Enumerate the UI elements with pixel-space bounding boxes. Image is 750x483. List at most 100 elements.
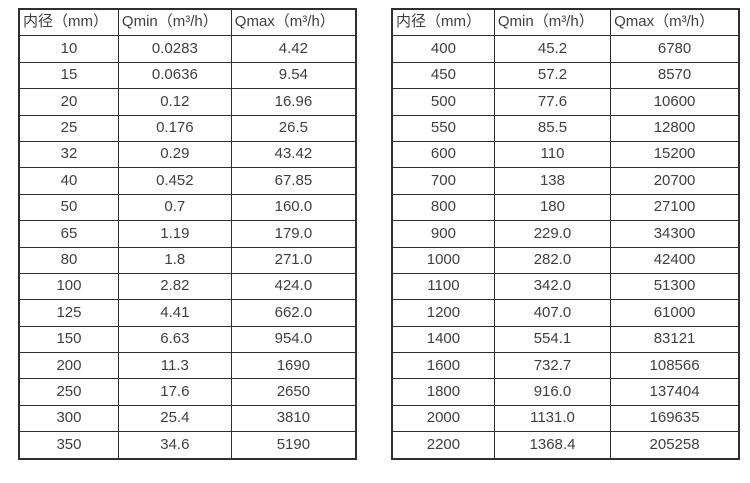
qmax-cell: 160.0 bbox=[230, 193, 357, 222]
diameter-cell: 50 bbox=[18, 193, 119, 222]
qmax-cell: 16.96 bbox=[230, 88, 357, 116]
qmax-cell: 108566 bbox=[610, 352, 740, 380]
diameter-header: 内径（mm） bbox=[18, 8, 119, 37]
table-row: 100 2.82 424.0 bbox=[18, 272, 357, 301]
flow-table-small-diameter: 内径（mm） Qmin（m³/h） Qmax（m³/h） 10 0.0283 4.42 15… bbox=[18, 8, 357, 460]
qmin-cell: 282.0 bbox=[493, 246, 612, 274]
diameter-cell: 250 bbox=[18, 378, 119, 406]
qmin-cell: 138 bbox=[493, 167, 612, 195]
table-row: 1200 407.0 61000 bbox=[391, 299, 740, 327]
table-row: 1000 282.0 42400 bbox=[391, 246, 740, 274]
qmin-cell: 1368.4 bbox=[493, 431, 612, 460]
table-row: 80 1.8 271.0 bbox=[18, 246, 357, 274]
qmax-cell: 83121 bbox=[610, 325, 740, 354]
qmax-cell: 51300 bbox=[610, 272, 740, 301]
qmin-cell: 342.0 bbox=[493, 272, 612, 301]
qmin-cell: 1.19 bbox=[117, 220, 232, 248]
qmin-cell: 85.5 bbox=[493, 114, 612, 142]
qmax-cell: 2650 bbox=[230, 378, 357, 406]
diameter-cell: 450 bbox=[391, 61, 495, 90]
table-row: 10 0.0283 4.42 bbox=[18, 35, 357, 63]
qmin-header: Qmin（m³/h） bbox=[117, 8, 232, 37]
table-row: 2200 1368.4 205258 bbox=[391, 431, 740, 460]
qmin-cell: 0.7 bbox=[117, 193, 232, 222]
diameter-cell: 25 bbox=[18, 114, 119, 142]
qmax-cell: 15200 bbox=[610, 140, 740, 169]
qmax-cell: 662.0 bbox=[230, 299, 357, 327]
qmax-cell: 20700 bbox=[610, 167, 740, 195]
diameter-cell: 700 bbox=[391, 167, 495, 195]
qmin-cell: 110 bbox=[493, 140, 612, 169]
qmax-cell: 3810 bbox=[230, 404, 357, 433]
qmax-cell: 61000 bbox=[610, 299, 740, 327]
diameter-cell: 32 bbox=[18, 140, 119, 169]
diameter-cell: 500 bbox=[391, 88, 495, 116]
table-row: 600 110 15200 bbox=[391, 140, 740, 169]
qmax-header: Qmax（m³/h） bbox=[230, 8, 357, 37]
table-row: 900 229.0 34300 bbox=[391, 220, 740, 248]
qmin-cell: 57.2 bbox=[493, 61, 612, 90]
qmax-cell: 169635 bbox=[610, 404, 740, 433]
qmin-cell: 0.29 bbox=[117, 140, 232, 169]
qmax-cell: 8570 bbox=[610, 61, 740, 90]
qmin-cell: 34.6 bbox=[117, 431, 232, 460]
table-row: 300 25.4 3810 bbox=[18, 404, 357, 433]
qmax-cell: 271.0 bbox=[230, 246, 357, 274]
diameter-cell: 350 bbox=[18, 431, 119, 460]
table-row: 200 11.3 1690 bbox=[18, 352, 357, 380]
qmax-cell: 205258 bbox=[610, 431, 740, 460]
qmax-cell: 6780 bbox=[610, 35, 740, 63]
table-row: 2000 1131.0 169635 bbox=[391, 404, 740, 433]
diameter-cell: 400 bbox=[391, 35, 495, 63]
diameter-cell: 600 bbox=[391, 140, 495, 169]
qmin-cell: 4.41 bbox=[117, 299, 232, 327]
qmin-cell: 0.452 bbox=[117, 167, 232, 195]
qmin-cell: 180 bbox=[493, 193, 612, 222]
diameter-cell: 125 bbox=[18, 299, 119, 327]
qmin-cell: 0.0283 bbox=[117, 35, 232, 63]
table-row: 1600 732.7 108566 bbox=[391, 352, 740, 380]
diameter-cell: 100 bbox=[18, 272, 119, 301]
qmax-cell: 1690 bbox=[230, 352, 357, 380]
qmax-cell: 43.42 bbox=[230, 140, 357, 169]
qmin-cell: 45.2 bbox=[493, 35, 612, 63]
diameter-cell: 800 bbox=[391, 193, 495, 222]
table-row: 350 34.6 5190 bbox=[18, 431, 357, 460]
qmin-cell: 1.8 bbox=[117, 246, 232, 274]
table-row: 50 0.7 160.0 bbox=[18, 193, 357, 222]
diameter-cell: 2200 bbox=[391, 431, 495, 460]
table-row: 800 180 27100 bbox=[391, 193, 740, 222]
qmin-cell: 17.6 bbox=[117, 378, 232, 406]
diameter-cell: 550 bbox=[391, 114, 495, 142]
table-row: 150 6.63 954.0 bbox=[18, 325, 357, 354]
diameter-cell: 15 bbox=[18, 61, 119, 90]
qmax-cell: 34300 bbox=[610, 220, 740, 248]
diameter-cell: 1400 bbox=[391, 325, 495, 354]
table-row: 20 0.12 16.96 bbox=[18, 88, 357, 116]
table-row: 250 17.6 2650 bbox=[18, 378, 357, 406]
table-row: 15 0.0636 9.54 bbox=[18, 61, 357, 90]
qmin-cell: 0.0636 bbox=[117, 61, 232, 90]
qmax-cell: 67.85 bbox=[230, 167, 357, 195]
diameter-cell: 1000 bbox=[391, 246, 495, 274]
qmin-cell: 77.6 bbox=[493, 88, 612, 116]
table-row: 1100 342.0 51300 bbox=[391, 272, 740, 301]
qmax-cell: 12800 bbox=[610, 114, 740, 142]
flow-table-large-diameter: 内径（mm） Qmin（m³/h） Qmax（m³/h） 400 45.2 6780 450… bbox=[391, 8, 740, 460]
diameter-cell: 1800 bbox=[391, 378, 495, 406]
qmax-cell: 137404 bbox=[610, 378, 740, 406]
table-row: 1400 554.1 83121 bbox=[391, 325, 740, 354]
table-row: 1800 916.0 137404 bbox=[391, 378, 740, 406]
qmax-cell: 4.42 bbox=[230, 35, 357, 63]
diameter-cell: 1100 bbox=[391, 272, 495, 301]
qmin-cell: 229.0 bbox=[493, 220, 612, 248]
diameter-cell: 80 bbox=[18, 246, 119, 274]
qmin-cell: 0.12 bbox=[117, 88, 232, 116]
table-row: 450 57.2 8570 bbox=[391, 61, 740, 90]
table-row: 25 0.176 26.5 bbox=[18, 114, 357, 142]
diameter-cell: 65 bbox=[18, 220, 119, 248]
header-row: 内径（mm） Qmin（m³/h） Qmax（m³/h） bbox=[18, 8, 357, 37]
diameter-header: 内径（mm） bbox=[391, 8, 495, 37]
qmax-header: Qmax（m³/h） bbox=[610, 8, 740, 37]
